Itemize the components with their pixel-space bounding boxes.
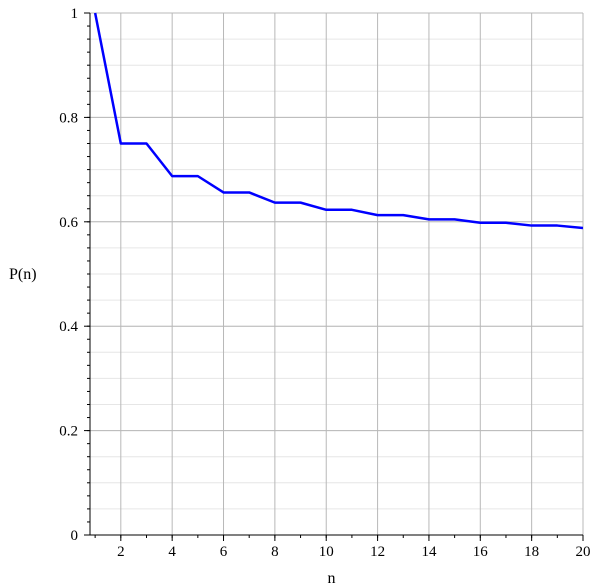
x-tick-label: 10 xyxy=(319,544,334,560)
x-tick-label: 2 xyxy=(117,544,125,560)
y-tick-label: 0.8 xyxy=(59,110,78,126)
x-tick-label: 14 xyxy=(421,544,437,560)
y-tick-label: 0.6 xyxy=(59,215,78,231)
x-tick-label: 6 xyxy=(220,544,228,560)
series-line-0 xyxy=(93,12,583,230)
y-axis-label: P(n) xyxy=(9,266,37,283)
x-tick-label: 4 xyxy=(168,544,176,560)
x-tick-label: 18 xyxy=(524,544,539,560)
y-tick-label: 1 xyxy=(71,6,79,22)
x-tick-label: 12 xyxy=(370,544,385,560)
y-tick-label: 0.2 xyxy=(59,424,78,440)
y-tick-label: 0.4 xyxy=(59,319,78,335)
y-tick-label: 0 xyxy=(71,528,79,544)
x-axis-label: n xyxy=(328,570,336,587)
x-tick-label: 20 xyxy=(576,544,591,560)
x-tick-label: 8 xyxy=(271,544,279,560)
x-tick-label: 16 xyxy=(473,544,489,560)
